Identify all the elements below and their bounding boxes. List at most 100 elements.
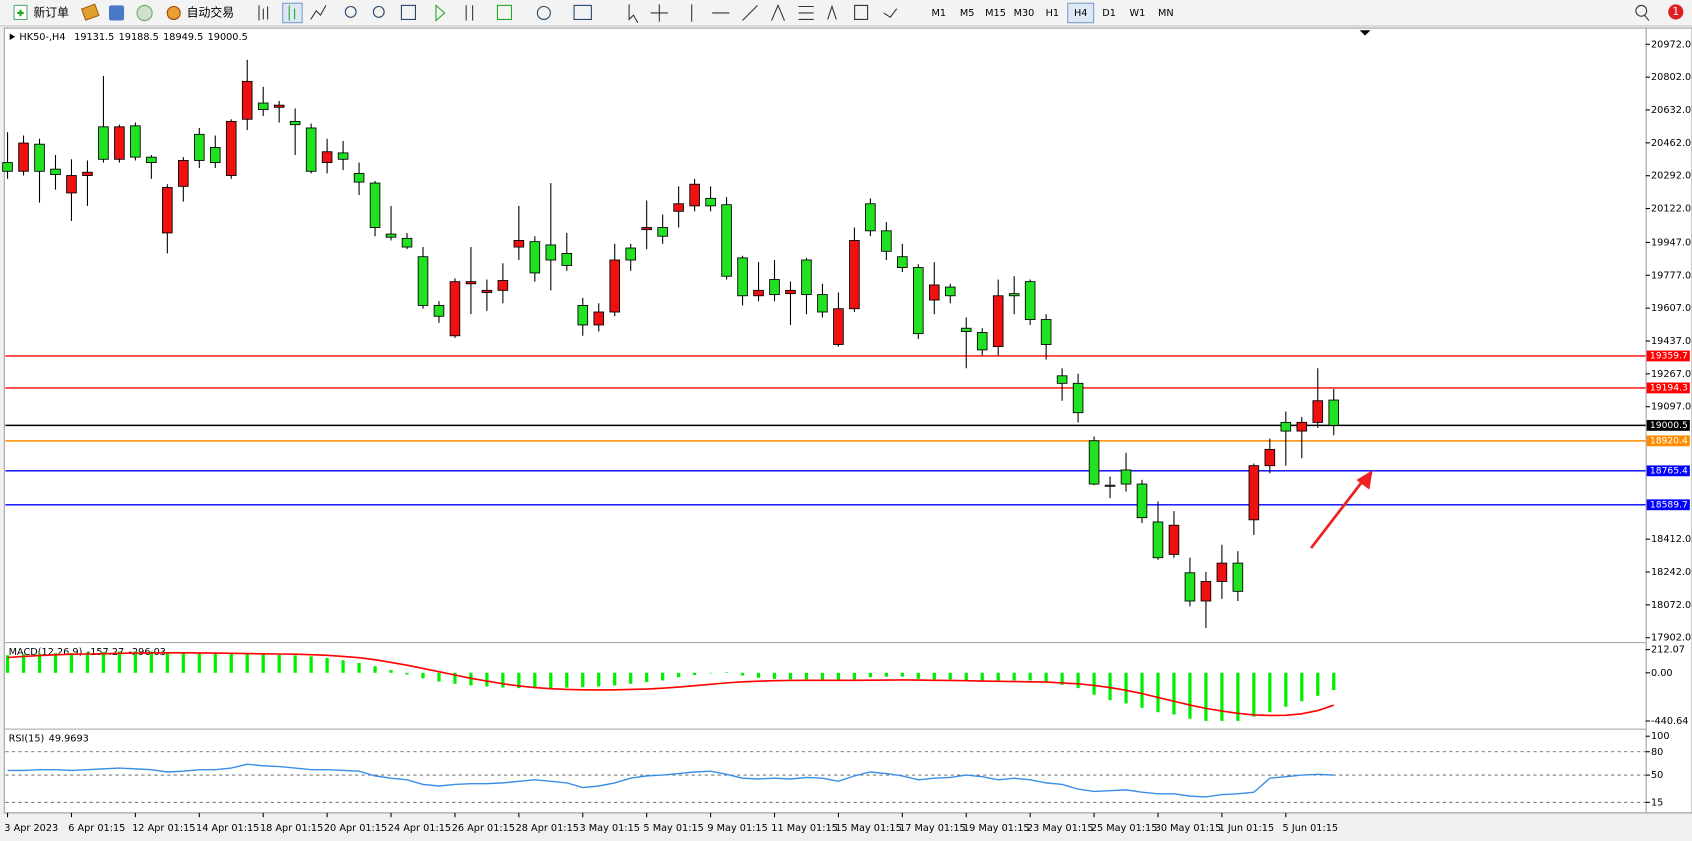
macd-bar <box>117 651 122 673</box>
x-tick-label: 5 May 01:15 <box>643 823 703 834</box>
icon[interactable] <box>288 5 296 21</box>
candle-body <box>929 284 940 301</box>
macd-bar <box>421 672 425 679</box>
icon[interactable] <box>573 4 592 20</box>
macd-bar <box>533 672 537 689</box>
timeframe-button[interactable]: D1 <box>1102 8 1116 19</box>
macd-bar <box>245 653 249 673</box>
candle-body <box>178 160 189 187</box>
macd-bar <box>85 652 90 673</box>
macd-bar <box>820 672 825 680</box>
icon-active[interactable] <box>282 2 303 24</box>
y-tick-label: 20122.0 <box>1651 204 1691 215</box>
button-label: 新订单 <box>33 5 69 19</box>
y-tick-label: 212.07 <box>1651 645 1685 656</box>
candle-body <box>353 172 365 183</box>
macd-bar <box>453 672 457 684</box>
candle-body <box>865 203 876 232</box>
timeframe-active <box>1067 2 1095 24</box>
timeframe-button[interactable]: W1 <box>1130 8 1146 19</box>
y-tick-label: 19437.0 <box>1651 336 1691 347</box>
macd-bar <box>645 672 649 683</box>
macd-bar <box>724 672 729 673</box>
timeframe-button[interactable]: M1 <box>932 8 947 19</box>
x-tick-label: 24 Apr 01:15 <box>388 823 451 834</box>
macd-bar <box>133 651 137 673</box>
new-order-button[interactable]: 新订单 <box>13 4 69 20</box>
icon[interactable] <box>650 4 668 22</box>
macd-bar <box>597 672 601 687</box>
candle-body <box>2 162 13 172</box>
macd-bar <box>21 654 26 673</box>
icon[interactable] <box>536 5 551 20</box>
icon[interactable] <box>465 5 474 21</box>
candle-body <box>1312 400 1324 423</box>
icon[interactable] <box>435 4 446 22</box>
candle-body <box>913 267 924 335</box>
candle-body <box>737 257 748 297</box>
search-icon[interactable] <box>1635 4 1648 17</box>
macd-bar <box>1012 672 1016 681</box>
candle-body <box>625 247 636 261</box>
notification-count: 1 <box>1672 5 1679 18</box>
macd-bar <box>1060 672 1064 685</box>
macd-bar <box>501 672 505 688</box>
candle-body <box>1088 440 1100 485</box>
candle-body <box>162 187 173 234</box>
icon[interactable] <box>310 5 327 20</box>
macd-bar <box>517 672 521 689</box>
macd-bar <box>325 658 329 673</box>
timeframe-button[interactable]: H4 <box>1074 8 1087 19</box>
level-label: 18589.7 <box>1650 499 1688 510</box>
candle-body <box>801 259 812 296</box>
x-tick-label: 23 May 01:15 <box>1027 823 1094 834</box>
macd-bar <box>772 672 777 679</box>
candle-body <box>305 127 317 172</box>
timeframe-button[interactable]: H1 <box>1046 8 1059 19</box>
notification-badge[interactable] <box>1668 4 1684 20</box>
candle-body <box>1072 382 1084 414</box>
icon[interactable] <box>80 3 100 21</box>
timeframe-button[interactable]: M30 <box>1014 8 1035 19</box>
candle-body <box>1120 469 1132 485</box>
candle-body <box>50 168 61 175</box>
icon[interactable] <box>108 5 125 21</box>
macd-bar <box>980 672 984 682</box>
icon[interactable] <box>136 4 153 22</box>
icon[interactable] <box>400 4 416 20</box>
timeframe-button[interactable]: MN <box>1158 8 1174 19</box>
icon[interactable] <box>258 5 269 21</box>
timeframe-button[interactable]: M15 <box>985 8 1006 19</box>
macd-bar <box>677 672 681 678</box>
macd-bar <box>69 653 74 673</box>
x-tick-label: 30 May 01:15 <box>1155 823 1222 834</box>
y-tick-label: 18242.0 <box>1651 567 1691 578</box>
auto-trading-button[interactable]: 自动交易 <box>166 5 234 20</box>
macd-bar <box>197 653 201 673</box>
icon[interactable] <box>496 4 513 20</box>
candle-body <box>1200 581 1212 602</box>
macd-bar <box>101 652 106 673</box>
candle-body <box>130 125 141 158</box>
toolbar: 新订单 自动交易 M1 M5 M15 M <box>0 0 1692 27</box>
timeframe-button[interactable]: M5 <box>960 8 975 19</box>
candle-body <box>194 133 205 161</box>
macd-bar <box>836 672 841 682</box>
y-tick-label: 19267.0 <box>1651 369 1691 380</box>
indicator-header: RSI(15) 49.9693 <box>9 733 89 744</box>
x-tick-label: 28 Apr 01:15 <box>516 823 579 834</box>
icon[interactable] <box>372 5 385 18</box>
macd-bar <box>932 672 936 680</box>
chart-shift-marker <box>1359 30 1371 36</box>
icon[interactable] <box>628 4 639 23</box>
icon[interactable] <box>827 4 898 20</box>
toolbar-icons <box>258 2 1650 24</box>
candle-body <box>1168 524 1180 555</box>
candle-body <box>146 156 157 164</box>
macd-bar <box>629 672 633 684</box>
search-icon <box>1644 14 1650 21</box>
candle-body <box>593 311 605 326</box>
icon[interactable] <box>344 5 357 18</box>
icon[interactable] <box>691 4 814 22</box>
macd-bar <box>549 672 553 689</box>
